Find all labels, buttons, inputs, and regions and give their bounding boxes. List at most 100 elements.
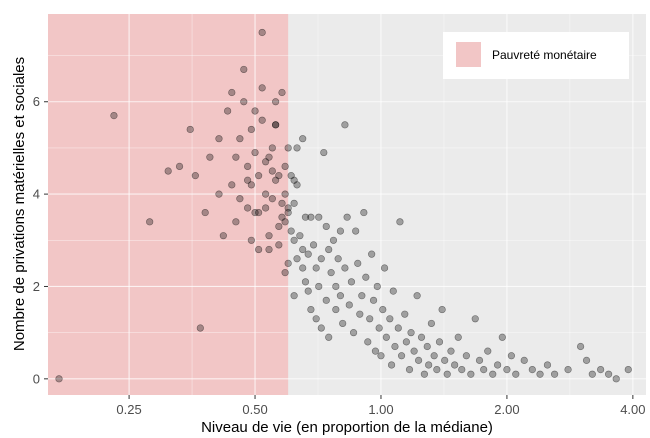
- data-point: [373, 282, 381, 291]
- data-point: [520, 356, 528, 364]
- data-point: [380, 264, 389, 272]
- data-point: [258, 116, 266, 124]
- x-tick-label: 0.50: [242, 402, 267, 417]
- data-point: [262, 190, 270, 198]
- data-point: [278, 199, 286, 207]
- data-point: [362, 273, 370, 281]
- data-point: [322, 296, 330, 304]
- data-point: [438, 305, 446, 314]
- data-point: [341, 121, 349, 129]
- data-point: [281, 269, 289, 277]
- data-point: [493, 361, 502, 369]
- data-point: [215, 135, 223, 143]
- data-point: [414, 356, 423, 364]
- data-point: [371, 347, 380, 355]
- data-point: [247, 125, 255, 134]
- x-tick-label: 2.00: [494, 402, 519, 417]
- y-tick-label: 2: [33, 279, 40, 294]
- data-point: [352, 227, 360, 235]
- data-point: [262, 158, 270, 166]
- data-point: [588, 370, 596, 378]
- data-point: [423, 342, 431, 351]
- data-point: [347, 278, 356, 286]
- data-point: [480, 366, 488, 374]
- data-point: [407, 329, 415, 337]
- data-point: [405, 366, 414, 374]
- data-points: [55, 28, 632, 383]
- data-point: [322, 222, 330, 231]
- data-point: [284, 208, 292, 217]
- data-point: [339, 319, 347, 328]
- data-point: [301, 213, 310, 221]
- y-axis-ticks: 0 2 4 6: [33, 94, 48, 386]
- data-point: [368, 250, 376, 258]
- data-point: [387, 361, 396, 369]
- data-point: [341, 264, 349, 272]
- data-point: [369, 296, 378, 304]
- data-point: [489, 370, 497, 378]
- y-tick-label: 0: [33, 371, 40, 386]
- data-point: [228, 88, 236, 97]
- data-point: [430, 352, 438, 360]
- legend: Pauvreté monétaire: [443, 32, 629, 79]
- data-point: [307, 213, 315, 221]
- data-point: [281, 162, 289, 170]
- data-point: [244, 204, 252, 212]
- data-point: [255, 245, 263, 254]
- data-point: [413, 292, 421, 300]
- data-point: [391, 342, 399, 351]
- data-point: [394, 324, 402, 332]
- data-point: [186, 125, 194, 134]
- data-point: [278, 213, 286, 221]
- data-point: [272, 121, 280, 129]
- data-point: [317, 324, 325, 332]
- data-point: [364, 338, 372, 346]
- data-point: [304, 287, 312, 295]
- data-point: [206, 153, 214, 161]
- data-point: [336, 227, 345, 235]
- data-point: [447, 347, 455, 355]
- data-point: [329, 236, 338, 244]
- data-point: [278, 88, 286, 97]
- data-point: [258, 84, 266, 92]
- data-point: [397, 352, 406, 360]
- data-point: [379, 305, 387, 314]
- data-point: [290, 199, 298, 207]
- data-point: [287, 172, 295, 180]
- data-point: [425, 361, 433, 369]
- data-point: [215, 190, 223, 198]
- data-point: [528, 366, 536, 374]
- data-point: [624, 366, 632, 374]
- data-point: [301, 278, 310, 286]
- data-point: [55, 375, 63, 383]
- data-point: [275, 172, 283, 180]
- data-point: [110, 111, 118, 120]
- data-point: [293, 255, 301, 263]
- data-point: [484, 347, 492, 355]
- data-point: [317, 255, 325, 263]
- data-point: [240, 65, 248, 74]
- data-point: [281, 190, 289, 198]
- data-point: [354, 259, 362, 267]
- y-tick-label: 6: [33, 94, 40, 109]
- data-point: [417, 333, 426, 341]
- data-point: [240, 98, 248, 106]
- data-point: [265, 232, 273, 240]
- data-point: [232, 218, 240, 226]
- data-point: [251, 107, 259, 115]
- data-point: [265, 245, 273, 254]
- data-point: [299, 135, 307, 143]
- data-point: [236, 135, 244, 143]
- data-point: [433, 366, 441, 374]
- data-point: [462, 352, 470, 360]
- data-point: [349, 329, 358, 337]
- legend-swatch: [456, 42, 481, 67]
- data-point: [366, 315, 374, 323]
- data-point: [272, 121, 280, 129]
- data-point: [196, 324, 204, 332]
- data-point: [146, 218, 154, 226]
- data-point: [382, 333, 390, 341]
- data-point: [296, 232, 304, 240]
- data-point: [512, 370, 520, 378]
